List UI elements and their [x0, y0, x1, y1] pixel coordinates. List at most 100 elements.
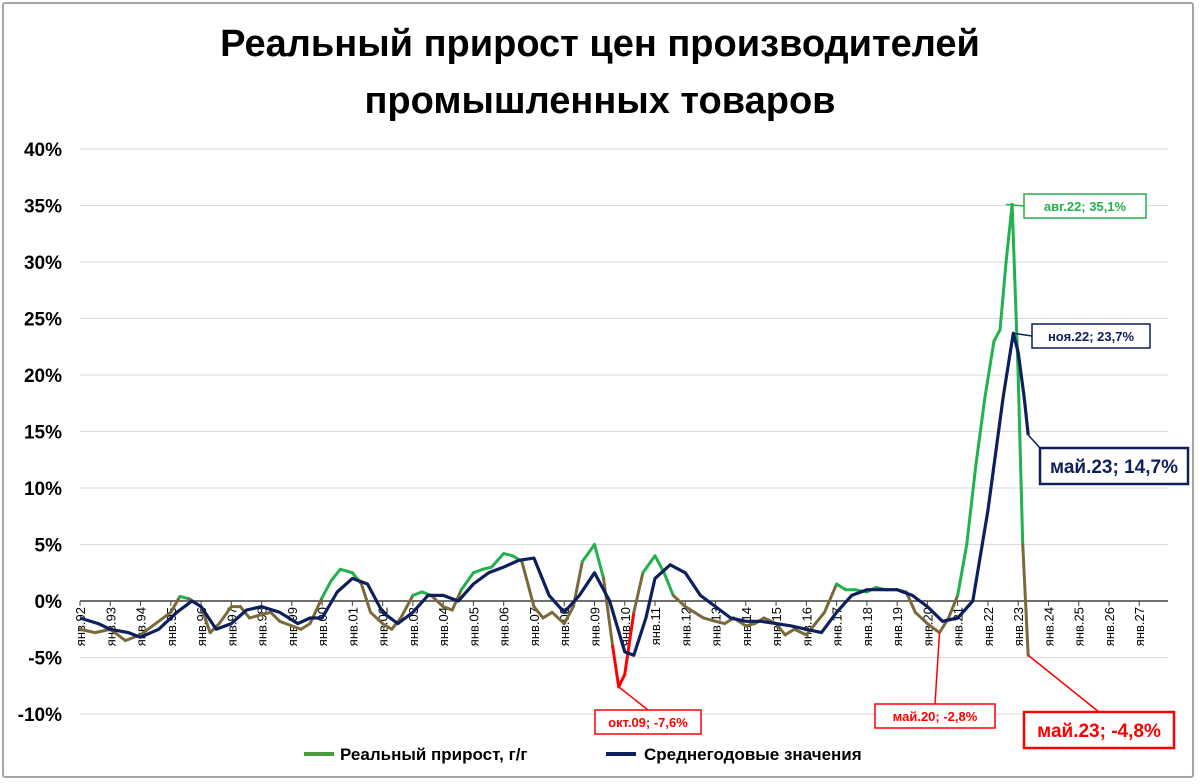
y-tick-label: 0% [35, 592, 63, 613]
annotation-label: май.23; -4,8% [1037, 721, 1161, 742]
real-growth-segment [278, 619, 294, 628]
real-growth-segment [260, 610, 273, 617]
annotation-label: авг.22; 35,1% [1044, 199, 1127, 214]
real-growth-segment [481, 565, 494, 571]
real-growth-segment [744, 622, 757, 628]
x-tick-label: янв.18 [860, 607, 875, 646]
x-tick-label: янв.92 [73, 607, 88, 646]
chart-title: Реальный прирост цен производителей пром… [220, 23, 980, 122]
real-growth-segment [983, 339, 996, 400]
real-growth-segment [441, 605, 454, 612]
real-growth-segment [925, 622, 942, 635]
real-growth-segment [411, 590, 424, 597]
x-tick-label: янв.04 [436, 607, 451, 646]
real-growth-segment [429, 593, 445, 609]
x-tick-label: янв.03 [406, 607, 421, 646]
real-growth-segment [320, 579, 333, 600]
y-tick-label: 15% [24, 423, 62, 444]
x-tick-label: янв.06 [497, 607, 512, 646]
y-tick-label: 5% [35, 536, 63, 557]
x-tick-label: янв.95 [164, 607, 179, 646]
real-growth-segment [714, 619, 727, 626]
x-tick-label: янв.24 [1041, 607, 1056, 646]
x-tick-label: янв.25 [1072, 607, 1087, 646]
y-tick-label: 30% [24, 253, 62, 274]
annotation-box [1023, 193, 1147, 219]
x-tick-label: янв.01 [345, 607, 360, 646]
x-tick-label: янв.26 [1102, 607, 1117, 646]
annotation-label: май.20; -2,8% [893, 709, 978, 724]
series-real-growth [78, 202, 1030, 689]
real-growth-segment [701, 616, 718, 623]
x-tick-label: янв.12 [678, 607, 693, 646]
y-tick-label: -5% [28, 649, 62, 670]
annotations: авг.22; 35,1% ноя.22; 23,7% май.23; 14,7% о… [594, 193, 1190, 750]
x-tick-label: янв.97 [224, 607, 239, 646]
y-tick-label: 25% [24, 310, 62, 331]
annual-average-line [79, 331, 1030, 657]
real-growth-segment [520, 559, 536, 609]
real-growth-segment [947, 593, 960, 620]
x-tick-label: янв.23 [1011, 607, 1026, 646]
real-growth-segment [541, 610, 554, 620]
annotation-leader [1006, 203, 1025, 207]
real-growth-segment [623, 610, 636, 676]
real-growth-segment [490, 552, 506, 569]
real-growth-segment [974, 396, 987, 467]
real-growth-segment [369, 610, 385, 626]
annotation-leader [1013, 332, 1033, 337]
y-tick-label: 35% [24, 197, 62, 218]
real-growth-segment [299, 622, 312, 631]
chart-title-line-2: промышленных товаров [364, 80, 835, 122]
real-growth-segment [835, 582, 848, 592]
real-growth-segment [169, 594, 182, 614]
annotation-leader [1027, 434, 1041, 449]
real-growth-segment [783, 627, 796, 637]
real-growth-segment [992, 328, 1002, 343]
real-growth-segment [813, 610, 827, 626]
x-tick-label: янв.20 [920, 607, 935, 646]
real-growth-segment [290, 624, 303, 631]
chart-title-line-1: Реальный прирост цен производителей [220, 23, 980, 65]
x-tick-label: янв.27 [1132, 607, 1147, 646]
real-growth-segment [602, 576, 615, 648]
annotation-leader [934, 632, 941, 705]
real-growth-segment [269, 610, 282, 623]
annotation-box [1038, 446, 1190, 486]
real-growth-segment [139, 622, 158, 637]
real-growth-segment [592, 543, 606, 580]
annotation-label: май.23; 14,7% [1050, 457, 1178, 478]
series-annual-average [79, 331, 1030, 657]
real-growth-segment [471, 567, 485, 575]
x-tick-label: янв.93 [103, 607, 118, 646]
real-growth-segment [580, 543, 596, 563]
x-tick-label: янв.09 [587, 607, 602, 646]
real-growth-segment [359, 582, 373, 614]
real-growth-segment [154, 610, 173, 626]
real-growth-segment [217, 605, 233, 626]
real-growth-segment [247, 613, 264, 620]
real-growth-segment [338, 567, 354, 575]
real-growth-segment [1016, 373, 1025, 546]
annotation-leader [618, 686, 649, 711]
real-growth-segment [381, 622, 394, 631]
real-growth-segment [611, 644, 621, 689]
x-tick-label: янв.94 [134, 607, 149, 646]
x-tick-label: янв.05 [466, 607, 481, 646]
real-growth-segment [671, 593, 687, 609]
real-growth-segment [550, 610, 566, 626]
x-tick-label: янв.00 [315, 607, 330, 646]
real-growth-segment [178, 594, 191, 601]
annotation-box [594, 709, 702, 735]
real-growth-segment [562, 605, 575, 626]
x-tick-label: янв.21 [951, 607, 966, 646]
legend-label-annual-average: Среднегодовые значения [644, 745, 862, 764]
annotation-box [874, 703, 996, 729]
y-tick-label: -10% [18, 705, 62, 726]
real-growth-segment [792, 627, 808, 637]
real-growth-segment [641, 554, 657, 575]
y-tick-label: 40% [24, 140, 62, 161]
legend-label-real-growth: Реальный прирост, г/г [340, 745, 528, 764]
